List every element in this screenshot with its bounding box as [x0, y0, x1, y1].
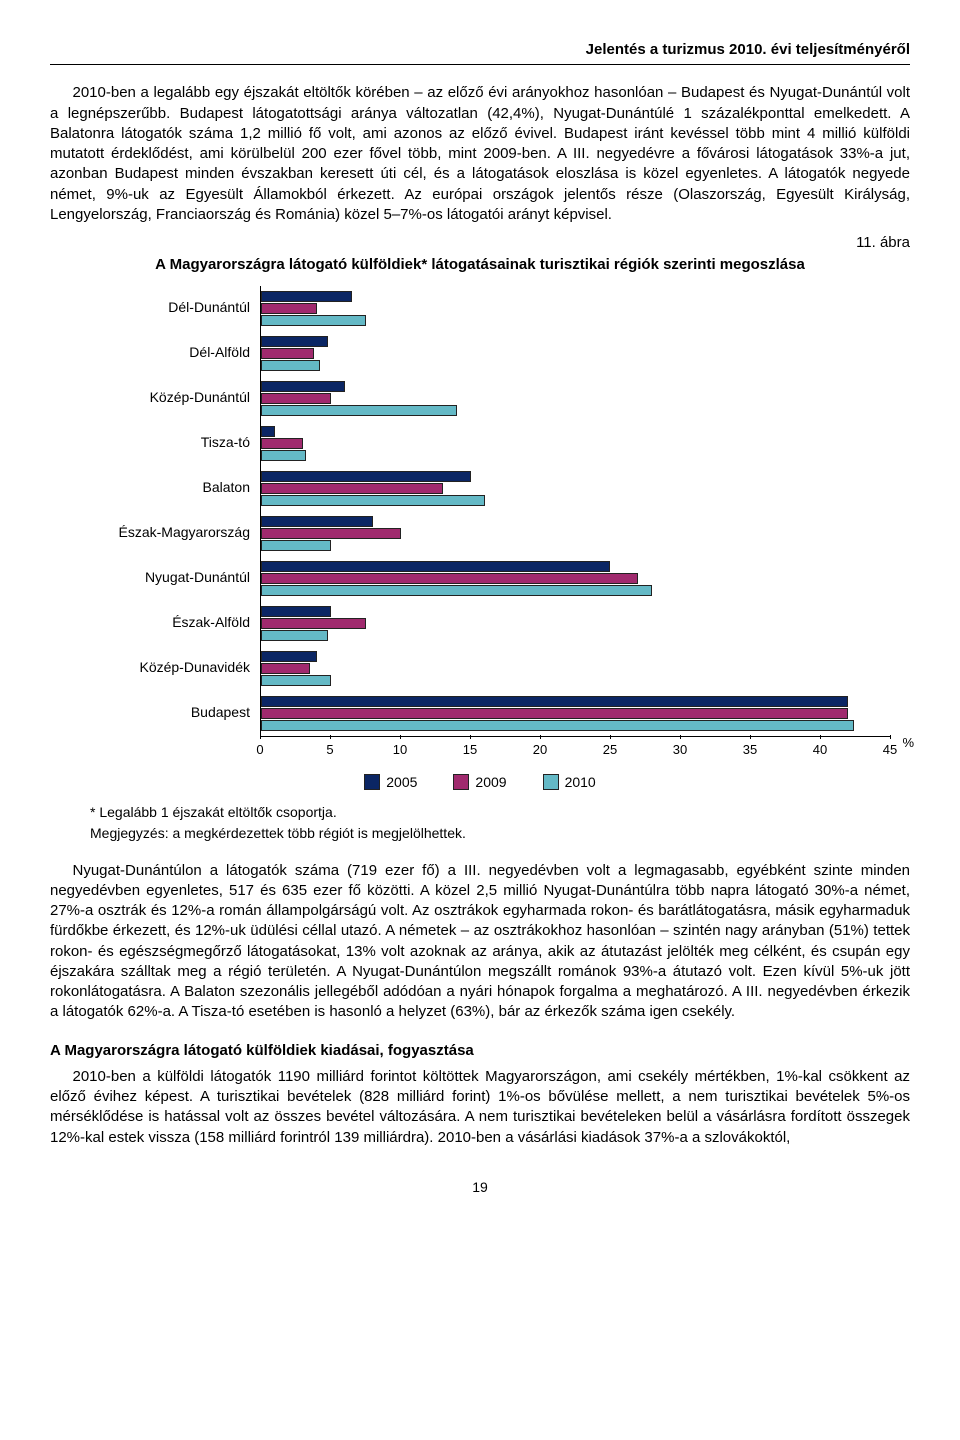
bar [261, 405, 457, 416]
bar [261, 540, 331, 551]
paragraph-2: Nyugat-Dunántúlon a látogatók száma (719… [50, 861, 910, 1023]
section-heading: A Magyarországra látogató külföldiek kia… [50, 1041, 910, 1061]
bar [261, 438, 303, 449]
bars-cell [260, 286, 890, 331]
page-header-title: Jelentés a turizmus 2010. évi teljesítmé… [50, 40, 910, 65]
x-tick: 25 [603, 741, 617, 759]
category-label: Tisza-tó [70, 421, 260, 466]
chart-title: A Magyarországra látogató külföldiek* lá… [50, 255, 910, 275]
bar [261, 495, 485, 506]
category-label: Budapest [70, 691, 260, 736]
page-number: 19 [50, 1178, 910, 1197]
chart-legend: 2005 2009 2010 [50, 773, 910, 795]
bar [261, 393, 331, 404]
chart-row: Közép-Dunántúl [70, 376, 890, 421]
legend-swatch [364, 774, 380, 790]
bar [261, 528, 401, 539]
category-label: Dél-Dunántúl [70, 286, 260, 331]
bars-cell [260, 511, 890, 556]
legend-item: 2005 [364, 773, 417, 792]
bars-cell [260, 556, 890, 601]
bar-chart: Dél-DunántúlDél-AlföldKözép-DunántúlTisz… [70, 286, 890, 761]
chart-footnote-1: * Legalább 1 éjszakát eltöltők csoportja… [90, 803, 910, 822]
bars-cell [260, 601, 890, 646]
chart-row: Budapest [70, 691, 890, 736]
bar [261, 381, 345, 392]
bar [261, 516, 373, 527]
bar [261, 573, 638, 584]
category-label: Balaton [70, 466, 260, 511]
chart-row: Nyugat-Dunántúl [70, 556, 890, 601]
legend-label: 2009 [475, 773, 506, 792]
x-tick: 45 [883, 741, 897, 759]
bar [261, 618, 366, 629]
bar [261, 696, 848, 707]
bar [261, 630, 328, 641]
bar [261, 720, 854, 731]
x-tick: 30 [673, 741, 687, 759]
chart-row: Tisza-tó [70, 421, 890, 466]
category-label: Közép-Dunavidék [70, 646, 260, 691]
legend-item: 2010 [543, 773, 596, 792]
bar [261, 426, 275, 437]
bar [261, 663, 310, 674]
chart-row: Dél-Alföld [70, 331, 890, 376]
bar [261, 471, 471, 482]
x-tick: 15 [463, 741, 477, 759]
category-label: Nyugat-Dunántúl [70, 556, 260, 601]
bars-cell [260, 376, 890, 421]
bar [261, 651, 317, 662]
legend-swatch [453, 774, 469, 790]
x-tick: 10 [393, 741, 407, 759]
legend-swatch [543, 774, 559, 790]
bar [261, 336, 328, 347]
bar [261, 303, 317, 314]
bars-cell [260, 466, 890, 511]
chart-row: Észak-Magyarország [70, 511, 890, 556]
paragraph-3: 2010-ben a külföldi látogatók 1190 milli… [50, 1067, 910, 1148]
category-label: Közép-Dunántúl [70, 376, 260, 421]
x-tick: 5 [326, 741, 333, 759]
figure-label: 11. ábra [50, 233, 910, 253]
legend-item: 2009 [453, 773, 506, 792]
x-tick: 20 [533, 741, 547, 759]
x-tick: 35 [743, 741, 757, 759]
bar [261, 360, 320, 371]
chart-footnote-2: Megjegyzés: a megkérdezettek több régiót… [90, 824, 910, 843]
bars-cell [260, 646, 890, 691]
x-tick: 40 [813, 741, 827, 759]
bars-cell [260, 691, 890, 736]
legend-label: 2005 [386, 773, 417, 792]
bar [261, 291, 352, 302]
bar [261, 483, 443, 494]
bar [261, 675, 331, 686]
bar [261, 450, 306, 461]
chart-row: Balaton [70, 466, 890, 511]
bars-cell [260, 421, 890, 466]
category-label: Észak-Alföld [70, 601, 260, 646]
x-axis-unit: % [902, 734, 914, 752]
bars-cell [260, 331, 890, 376]
bar [261, 561, 610, 572]
x-axis: 051015202530354045% [260, 736, 890, 761]
category-label: Dél-Alföld [70, 331, 260, 376]
legend-label: 2010 [565, 773, 596, 792]
paragraph-1: 2010-ben a legalább egy éjszakát eltöltő… [50, 83, 910, 225]
bar [261, 708, 848, 719]
chart-row: Közép-Dunavidék [70, 646, 890, 691]
bar [261, 315, 366, 326]
bar [261, 348, 314, 359]
bar [261, 606, 331, 617]
x-tick: 0 [256, 741, 263, 759]
chart-row: Észak-Alföld [70, 601, 890, 646]
bar [261, 585, 652, 596]
chart-row: Dél-Dunántúl [70, 286, 890, 331]
category-label: Észak-Magyarország [70, 511, 260, 556]
